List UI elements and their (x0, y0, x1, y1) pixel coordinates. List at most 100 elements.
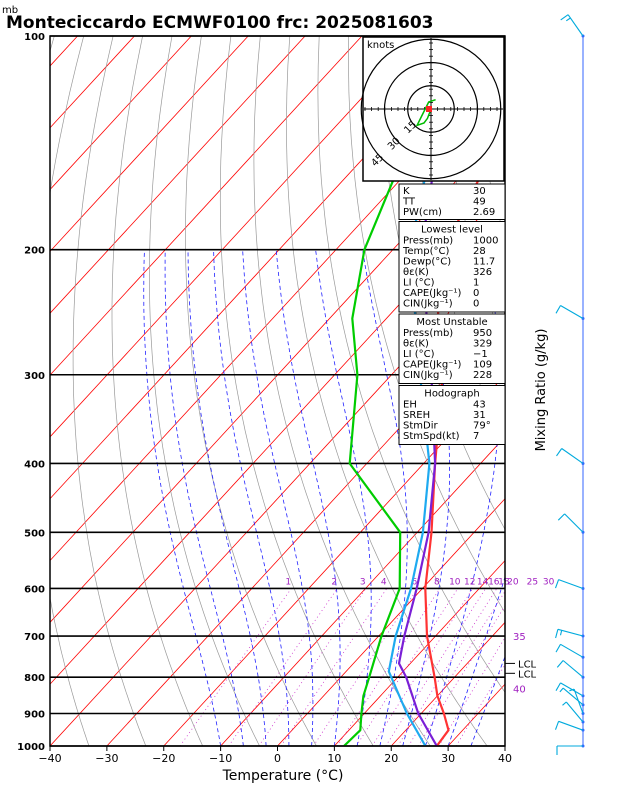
wind-barb-feather (555, 305, 561, 314)
moist-adiabat-line (362, 249, 408, 746)
wind-barb-staff (562, 687, 584, 706)
mixing-ratio-label: 6 (412, 577, 418, 587)
dry-adiabat-line (185, 36, 317, 746)
index-value: 326 (473, 267, 492, 278)
wind-barb-staff (564, 513, 584, 533)
index-label: Temp(°C) (402, 246, 450, 257)
mixing-ratio-axis-label: Mixing Ratio (g/kg) (534, 329, 549, 452)
adiabat-label: 35 (513, 632, 526, 643)
wind-barb-feather (557, 513, 565, 521)
mixing-ratio-label: 30 (543, 577, 555, 587)
isotherm-line (50, 36, 363, 376)
mixing-ratio-label: 3 (360, 577, 366, 587)
most-unstable-box (398, 313, 506, 384)
index-label: K (403, 186, 410, 197)
index-label: CAPE(Jkg⁻¹) (403, 288, 461, 299)
mixing-ratio-line (371, 588, 474, 746)
index-label: CAPE(Jkg⁻¹) (403, 360, 461, 371)
mixing-ratio-label: 8 (434, 577, 440, 587)
index-label: LI (°C) (403, 278, 435, 289)
pressure-unit-label: mb (2, 5, 18, 16)
indices-box (398, 183, 506, 220)
dry-adiabat-line (286, 36, 488, 746)
wind-barb-feather (560, 14, 569, 21)
y-axis: 1000 900 800 700 600 500 400 300 200 100 (17, 32, 45, 753)
isotherm-line (390, 621, 505, 746)
lowest-level-box (398, 221, 506, 313)
lcl-label: LCL (518, 659, 537, 670)
wind-barb-staff (558, 720, 584, 731)
x-tick-label: −30 (95, 752, 118, 765)
index-label: StmDir (403, 421, 438, 432)
pressure-tick-label: 500 (24, 528, 45, 539)
x-tick-label: 0 (274, 752, 281, 765)
index-label: PW(cm) (403, 207, 442, 218)
index-value: 109 (473, 360, 492, 371)
index-label: Press(mb) (403, 328, 453, 339)
index-value: 329 (473, 339, 492, 350)
moist-adiabat-line (315, 249, 372, 746)
index-value: 950 (473, 328, 492, 339)
pressure-tick-label: 700 (24, 632, 45, 643)
adiabat-label: 40 (513, 685, 526, 696)
wind-barb-feather (555, 682, 561, 691)
index-label: CIN(Jkg⁻¹) (403, 370, 453, 381)
mixing-ratio-label: 4 (381, 577, 387, 587)
dry-adiabat-line (219, 36, 374, 746)
wind-barb-staff (558, 579, 584, 590)
x-tick-label: −20 (152, 752, 175, 765)
dry-adiabat-line (555, 36, 618, 746)
dry-adiabat-line (72, 36, 147, 746)
index-value: 43 (473, 400, 486, 411)
dewpoint-profile (343, 36, 455, 746)
x-tick-label: 20 (384, 752, 398, 765)
pressure-tick-label: 1000 (17, 742, 45, 753)
index-value: 31 (473, 410, 486, 421)
mixing-ratio-label: 25 (527, 577, 538, 587)
wind-barb-half-feather (559, 687, 564, 693)
mixing-ratio-label: 12 (464, 577, 475, 587)
pressure-tick-label: 200 (24, 246, 45, 257)
pressure-tick-label: 400 (24, 459, 45, 470)
moist-adiabat-line (275, 249, 341, 746)
index-value: 28 (473, 246, 486, 257)
dry-adiabat-line (50, 36, 90, 746)
moist-adiabat-line (242, 249, 314, 746)
isotherm-line (50, 189, 505, 685)
moist-adiabat-line (187, 249, 267, 746)
index-value: 49 (473, 197, 486, 208)
x-tick-label: 30 (441, 752, 455, 765)
mixing-ratio-label: 10 (449, 577, 461, 587)
isotherm-line (562, 36, 618, 746)
wind-barb-feather (556, 448, 563, 457)
isotherm-line (334, 559, 505, 746)
hodograph-stats-box (398, 385, 506, 445)
pressure-tick-label: 100 (24, 32, 45, 43)
pressure-tick-label: 900 (24, 710, 45, 721)
index-label: CIN(Jkg⁻¹) (403, 299, 453, 310)
index-value: 0 (473, 288, 479, 299)
wind-barb-staff (567, 14, 584, 37)
isotherm-line (50, 250, 505, 746)
x-tick-label: −40 (38, 752, 61, 765)
isotherm-line (277, 498, 505, 746)
index-value: 1 (473, 278, 479, 289)
isotherm-line (50, 36, 249, 253)
dry-adiabat-line (348, 36, 505, 614)
x-tick-label: 10 (327, 752, 341, 765)
hodograph-unit: knots (367, 40, 394, 51)
dry-adiabat-line (111, 36, 204, 746)
index-label: Dewp(°C) (403, 257, 451, 268)
dry-adiabat-line (584, 36, 618, 746)
storm-motion-marker (426, 106, 432, 112)
wind-barb-staff (565, 701, 584, 723)
moist-adiabat-line (213, 249, 290, 746)
index-value: 1000 (473, 236, 498, 247)
moist-adiabat-line (164, 249, 244, 746)
lcl-label: LCL (518, 669, 537, 680)
wind-barb-half-feather (559, 630, 563, 636)
